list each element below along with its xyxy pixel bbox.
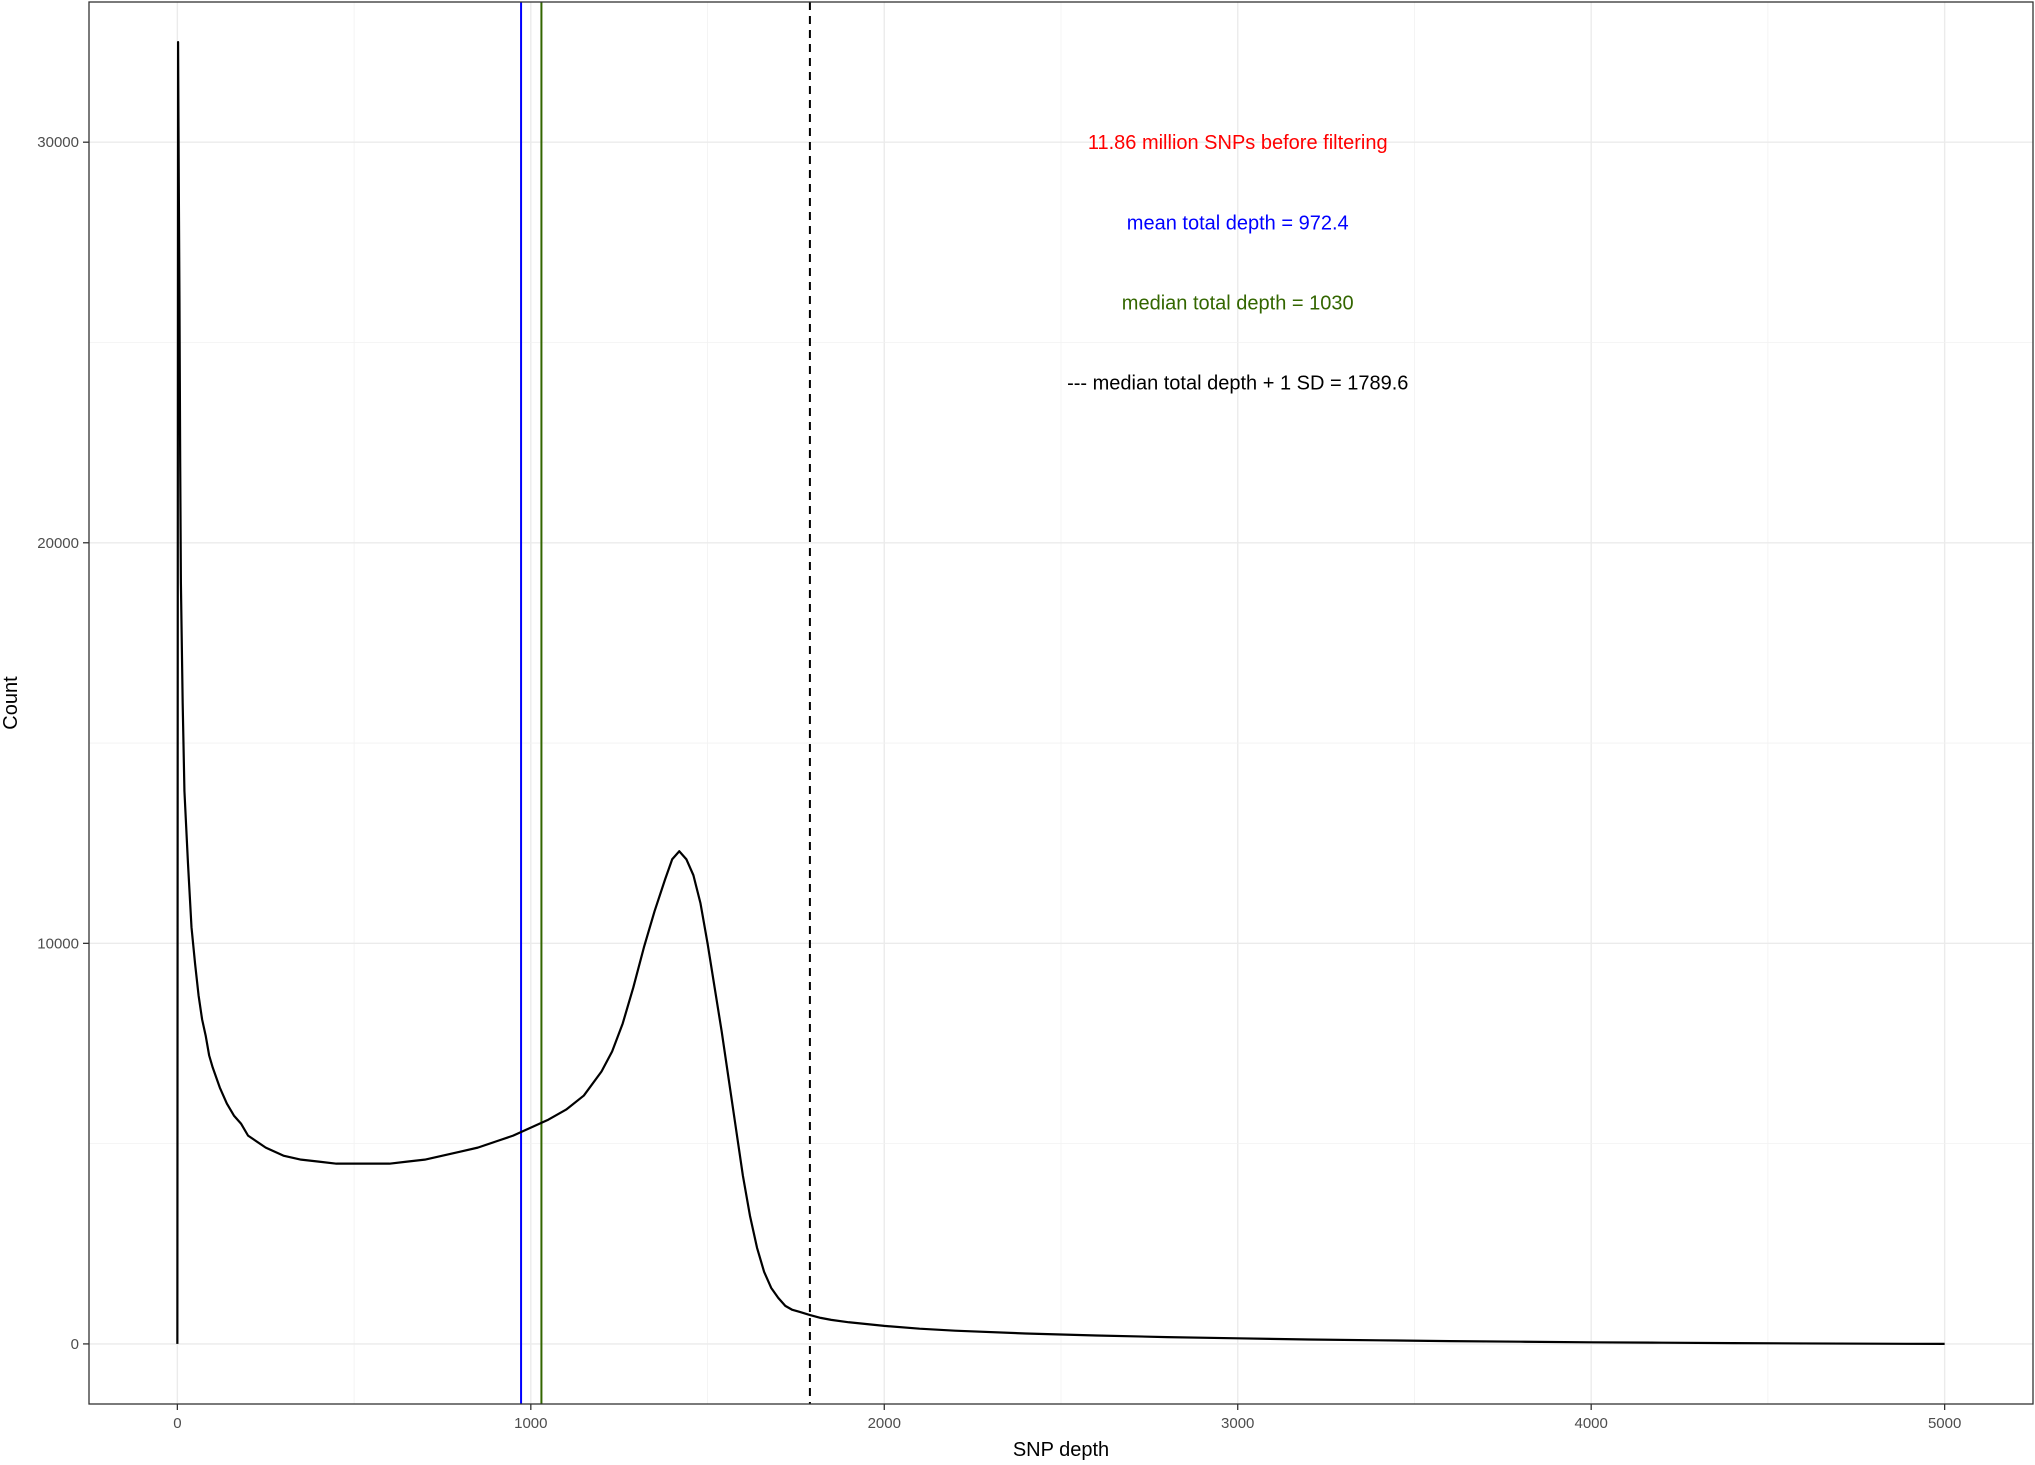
annotation-label: median total depth = 1030	[1122, 292, 1354, 314]
plot-border	[88, 1, 2034, 1405]
x-tick-label: 5000	[1928, 1415, 1961, 1432]
annotation-label: mean total depth = 972.4	[1127, 212, 1349, 234]
y-tick-label: 0	[71, 1336, 79, 1353]
annotation-label: --- median total depth + 1 SD = 1789.6	[1067, 373, 1408, 395]
x-axis: 0 1000 2000 3000 4000 5000	[173, 1404, 1961, 1432]
y-tick-label: 10000	[37, 935, 79, 952]
annotation-label: 11.86 million SNPs before filtering	[1088, 132, 1388, 154]
depth-distribution-line	[176, 40, 1945, 1346]
y-axis: 0 10000 20000 30000	[37, 134, 89, 1353]
x-axis-title: SNP depth	[1013, 1439, 1109, 1461]
x-tick-label: 3000	[1221, 1415, 1254, 1432]
y-tick-label: 20000	[37, 535, 79, 552]
annotations: 11.86 million SNPs before filtering mean …	[1067, 132, 1408, 394]
y-axis-title: Count	[0, 676, 22, 730]
reference-lines	[520, 2, 811, 1404]
x-tick-label: 0	[173, 1415, 181, 1432]
y-tick-label: 30000	[37, 134, 79, 151]
grid	[89, 2, 2033, 1404]
x-tick-label: 2000	[868, 1415, 901, 1432]
x-tick-label: 1000	[514, 1415, 547, 1432]
x-tick-label: 4000	[1574, 1415, 1607, 1432]
